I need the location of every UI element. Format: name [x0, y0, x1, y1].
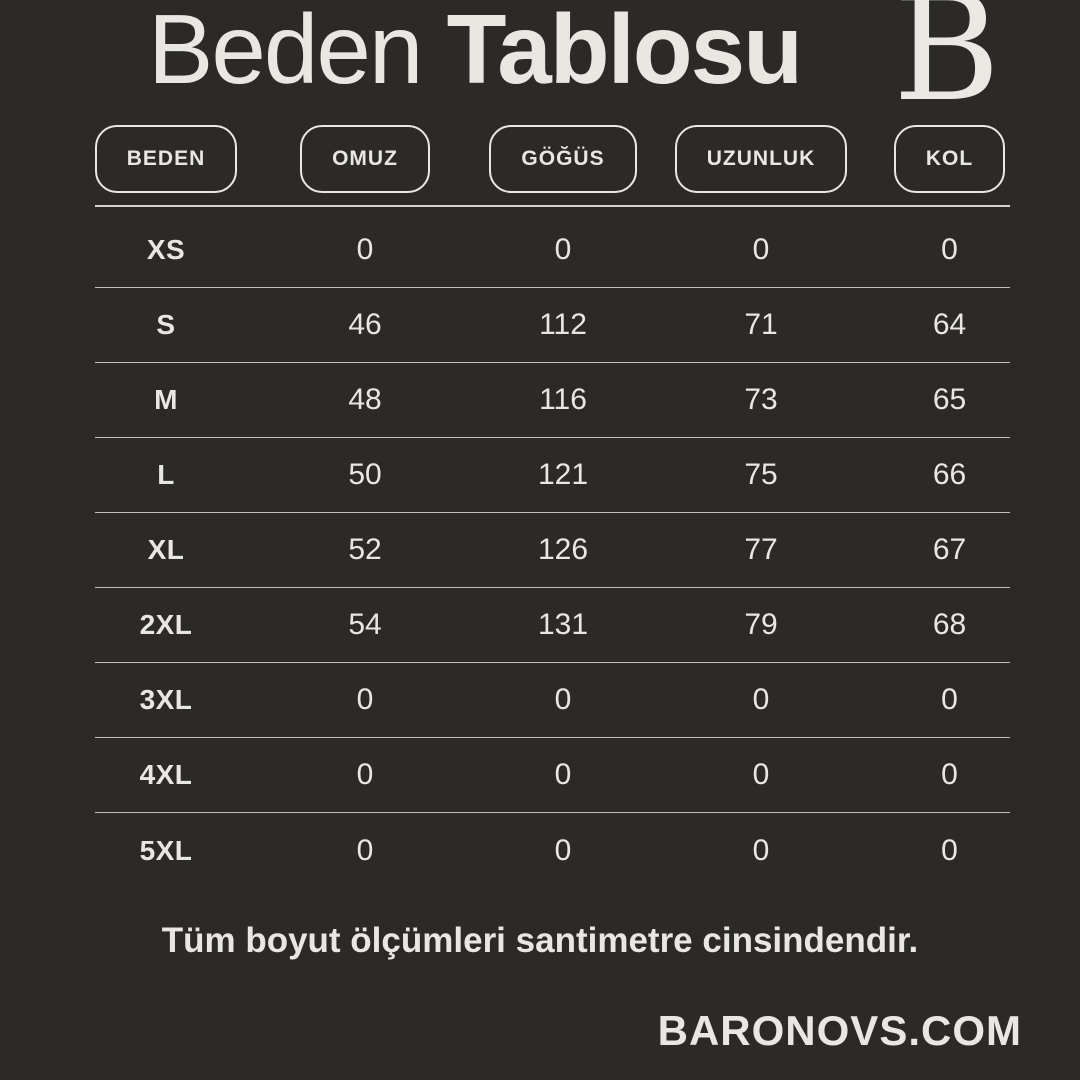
- size-label: L: [157, 459, 175, 490]
- table-row: 5XL 0 0 0 0: [95, 813, 1010, 888]
- size-value-cell: 0: [554, 683, 572, 716]
- table-row: S 46 112 71 64: [95, 288, 1010, 363]
- column-header-omuz: OMUZ: [300, 125, 430, 193]
- size-value-cell: 50: [348, 458, 382, 491]
- size-label: XL: [147, 534, 185, 565]
- size-value-cell: 54: [348, 608, 382, 641]
- measurement-note: Tüm boyut ölçümleri santimetre cinsinden…: [161, 921, 919, 960]
- brand-logo-letter: B: [893, 0, 1001, 134]
- size-value-cell: 0: [941, 233, 958, 266]
- size-value-cell: 0: [554, 758, 572, 791]
- size-value-cell: 0: [554, 233, 572, 266]
- size-value-cell: 48: [348, 383, 382, 416]
- size-label: 5XL: [139, 834, 193, 866]
- table-row: 4XL 0 0 0 0: [95, 738, 1010, 813]
- table-body: XS 0 0 0 0 S 46 112 71 64 M 48 116 73 65 L 50 121 7…: [95, 207, 1010, 888]
- size-value-cell: 79: [744, 608, 778, 641]
- table-row: L 50 121 75 66: [95, 438, 1010, 513]
- column-header-row: BEDEN OMUZ GÖĞÜS UZUNLUK KOL: [94, 125, 1010, 193]
- size-value-cell: 126: [537, 533, 589, 566]
- column-header-beden: BEDEN: [94, 125, 238, 193]
- size-value-cell: 0: [554, 833, 572, 867]
- size-value-cell: 68: [932, 608, 967, 641]
- table-row: XS 0 0 0 0: [95, 213, 1010, 288]
- size-value-cell: 0: [752, 233, 770, 266]
- table-row: M 48 116 73 65: [95, 363, 1010, 438]
- column-header-gogus: GÖĞÜS: [489, 125, 637, 193]
- size-value-cell: 0: [752, 683, 770, 716]
- table-row: 3XL 0 0 0 0: [95, 663, 1010, 738]
- size-label: XS: [146, 234, 186, 265]
- size-value-cell: 0: [752, 758, 770, 791]
- table-row: XL 52 126 77 67: [95, 513, 1010, 588]
- size-value-cell: 0: [356, 833, 374, 867]
- size-value-cell: 77: [744, 533, 778, 566]
- brand-url: BARONOVS.COM: [657, 1007, 1022, 1054]
- size-label: S: [156, 309, 176, 340]
- size-value-cell: 0: [941, 833, 958, 867]
- size-value-cell: 73: [744, 383, 778, 416]
- size-value-cell: 46: [348, 308, 382, 341]
- table-row: 2XL 54 131 79 68: [95, 588, 1010, 663]
- size-value-cell: 0: [356, 233, 374, 266]
- size-value-cell: 66: [932, 458, 967, 491]
- size-label: 3XL: [139, 684, 193, 715]
- size-value-cell: 131: [537, 608, 589, 641]
- size-value-cell: 0: [356, 683, 374, 716]
- size-value-cell: 52: [348, 533, 382, 566]
- size-label: 2XL: [139, 609, 193, 640]
- size-value-cell: 112: [539, 308, 587, 341]
- size-value-cell: 0: [752, 833, 770, 867]
- size-value-cell: 0: [356, 758, 374, 791]
- size-label: M: [154, 384, 178, 415]
- column-header-kol: KOL: [893, 125, 1006, 193]
- size-value-cell: 0: [941, 758, 958, 791]
- size-value-cell: 116: [539, 383, 587, 416]
- title-bold: Tablosu: [446, 0, 803, 104]
- size-value-cell: 71: [744, 308, 778, 341]
- size-value-cell: 64: [932, 308, 967, 341]
- size-value-cell: 0: [941, 683, 958, 716]
- size-value-cell: 121: [537, 458, 589, 491]
- column-header-uzunluk: UZUNLUK: [674, 125, 848, 193]
- page-title: Beden Tablosu: [148, 0, 803, 98]
- size-value-cell: 65: [932, 383, 967, 416]
- title-regular: Beden: [148, 0, 423, 104]
- size-value-cell: 67: [932, 533, 967, 566]
- size-value-cell: 75: [744, 458, 778, 491]
- table-header-divider: [95, 205, 1010, 207]
- size-label: 4XL: [139, 759, 193, 790]
